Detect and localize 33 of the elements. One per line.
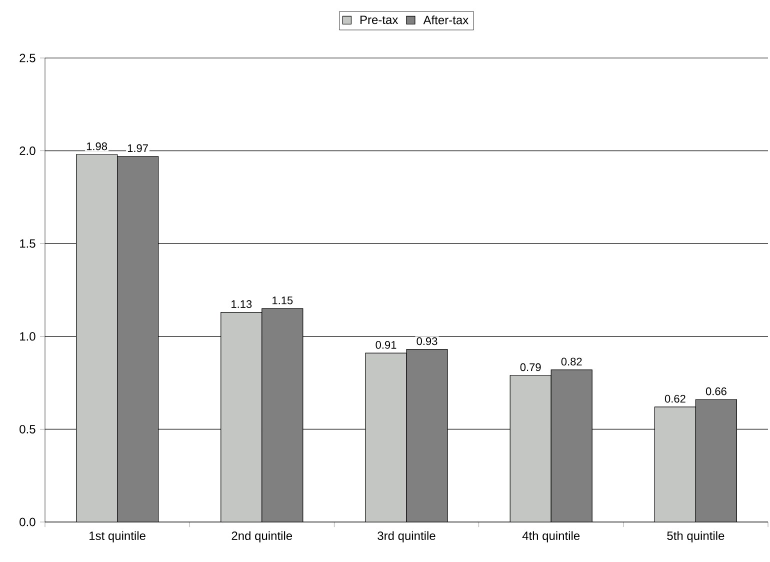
bar [654,406,696,522]
y-tick-label: 2.5 [20,54,36,62]
data-label: 1.97 [128,144,148,152]
x-tick-label: 4th quintile [522,531,580,542]
data-label: 0.79 [520,363,541,372]
bar [510,375,552,522]
y-tick-label: 1.5 [20,239,36,248]
data-label: 0.62 [664,394,686,403]
data-label: 0.82 [561,358,582,366]
data-label: 0.66 [706,387,726,396]
bar [550,370,592,522]
bar [117,156,159,522]
x-tick-label: 5th quintile [667,531,724,542]
data-label: 0.91 [376,341,396,349]
bar [365,352,407,522]
x-tick-label: 1st quintile [90,531,146,542]
data-label: 1.13 [232,300,252,308]
bar [695,399,738,522]
data-label: 1.98 [86,142,108,150]
data-label: 1.15 [272,296,293,304]
legend-label: Pre-tax [360,16,398,24]
bar [76,154,118,522]
legend-label: After-tax [423,15,468,24]
y-tick-label: 0.5 [20,424,36,434]
x-tick-label: 2nd quintile [232,531,292,542]
data-label: 0.93 [416,337,438,346]
y-tick-label: 2.0 [20,146,36,156]
bar [262,308,304,522]
y-tick-label: 0.0 [20,518,36,526]
bar [220,312,262,522]
x-tick-label: 3rd quintile [378,531,436,542]
bar [406,349,448,522]
y-tick-label: 1.0 [20,332,36,341]
